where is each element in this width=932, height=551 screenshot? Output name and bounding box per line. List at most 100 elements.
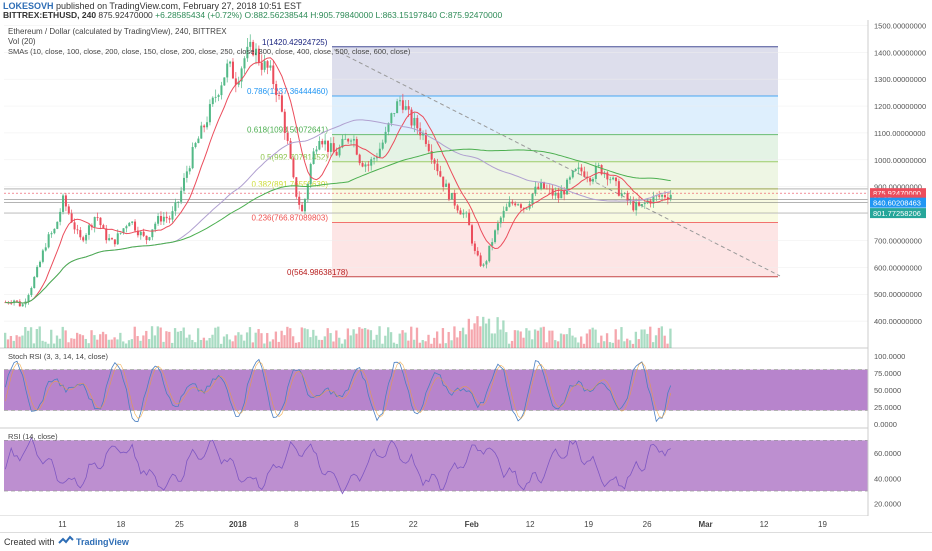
price-tick-label: 900.00000000 — [874, 183, 922, 192]
volume-bar — [99, 334, 102, 348]
volume-bar — [156, 326, 159, 348]
volume-bar — [484, 323, 488, 348]
volume-bar — [76, 332, 79, 348]
volume-bar — [29, 327, 33, 348]
volume-bar — [338, 337, 341, 348]
volume-bar — [559, 333, 563, 348]
volume-bar — [375, 334, 378, 348]
price-tag — [870, 197, 926, 208]
fib-zone — [332, 161, 778, 189]
volume-bar — [127, 340, 131, 348]
rsi-pane — [4, 436, 868, 495]
volume-bar — [136, 336, 139, 348]
candle-body — [260, 62, 263, 70]
candle-body — [87, 225, 90, 235]
candle-body — [589, 178, 592, 182]
volume-bar — [577, 342, 580, 348]
tradingview-brand[interactable]: TradingView — [76, 537, 129, 547]
volume-bar — [410, 326, 413, 348]
volume-bar — [652, 342, 655, 348]
time-tick-label: 12 — [526, 520, 535, 529]
volume-bar — [4, 332, 7, 348]
candle-body — [416, 117, 419, 129]
fib-label: 1(1420.42924725) — [262, 38, 328, 47]
volume-bar — [467, 318, 470, 348]
volume-bar — [427, 334, 430, 348]
candle-body — [517, 204, 520, 206]
candle-body — [206, 122, 209, 128]
candle-body — [234, 78, 237, 85]
price-axis[interactable]: 1500.00000000 1400.00000000 1300.00000000 1… — [867, 20, 932, 516]
volume-bar — [165, 331, 168, 348]
candle-body — [62, 195, 65, 212]
volume-bar — [153, 335, 157, 348]
volume-bar — [225, 334, 229, 348]
volume-bar — [634, 331, 638, 348]
fib-zone — [332, 95, 778, 135]
footer-bar: Created with TradingView — [0, 532, 932, 551]
candle-body — [151, 229, 154, 238]
chart-canvas[interactable]: 1(1420.42924725)0.786(1237.36444460)0.61… — [0, 20, 932, 532]
stoch-tick-label: 100.0000 — [874, 352, 905, 361]
volume-bar — [508, 343, 511, 348]
price-tick-label: 1300.00000000 — [874, 75, 926, 84]
candle-body — [73, 222, 76, 230]
volume-bar — [490, 333, 494, 348]
candle-body — [217, 95, 220, 97]
candle-body — [566, 179, 569, 195]
candle-body — [30, 288, 33, 296]
candle-body — [580, 167, 583, 172]
candle-body — [122, 228, 125, 233]
candle-body — [47, 234, 50, 248]
volume-bar — [392, 342, 396, 348]
candle-body — [375, 157, 378, 159]
volume-bar — [168, 331, 171, 348]
volume-bar — [171, 342, 174, 348]
candle-body — [309, 163, 312, 185]
time-axis[interactable]: 11 18 25 2018 8 15 22 Feb 12 19 26 Mar 12 19 — [0, 516, 932, 532]
volume-bar — [70, 338, 73, 348]
author-name[interactable]: LOKESOVH — [3, 1, 54, 11]
volume-bar — [315, 335, 318, 348]
volume-bar — [139, 340, 142, 348]
volume-bar — [493, 333, 496, 348]
fib-retracement[interactable]: 1(1420.42924725)0.786(1237.36444460)0.61… — [4, 38, 868, 278]
volume-bar — [372, 339, 375, 348]
published-text: published on TradingView.com, February 2… — [56, 1, 302, 11]
candle-body — [574, 169, 577, 171]
stoch-tick-label: 75.0000 — [874, 369, 901, 378]
axis-background — [868, 20, 932, 516]
volume-bar — [536, 330, 540, 348]
candle-body — [617, 181, 620, 196]
candle-body — [482, 264, 485, 266]
candle-body — [102, 225, 105, 229]
candle-body — [560, 190, 563, 199]
volume-bar — [194, 342, 197, 348]
open-value: O:882.56238544 — [244, 10, 308, 20]
volume-bar — [292, 336, 295, 348]
candle-body — [142, 231, 145, 236]
volume-bar — [93, 335, 96, 348]
volume-bar — [450, 340, 453, 348]
volume-bar — [73, 338, 76, 348]
volume-bar — [528, 330, 531, 348]
candle-body — [306, 184, 309, 199]
symbol-label: BITTREX:ETHUSD, 240 — [3, 10, 97, 20]
volume-bar — [297, 342, 301, 348]
price-series — [4, 34, 672, 308]
candle-body — [185, 171, 188, 178]
candle-body — [220, 85, 223, 96]
volume-bar — [18, 336, 21, 348]
volume-bar — [211, 334, 214, 348]
volume-bar — [237, 332, 240, 348]
candle-body — [494, 230, 497, 243]
volume-bar — [323, 336, 326, 348]
candle-body — [470, 225, 474, 244]
volume-bar — [248, 327, 252, 348]
low-value: L:863.15197840 — [375, 10, 437, 20]
candle-body — [352, 139, 355, 141]
volume-bar — [398, 333, 401, 348]
price-tag-label: 801.77258206 — [873, 209, 921, 218]
candle-body — [99, 217, 102, 226]
volume-bar — [444, 343, 447, 348]
